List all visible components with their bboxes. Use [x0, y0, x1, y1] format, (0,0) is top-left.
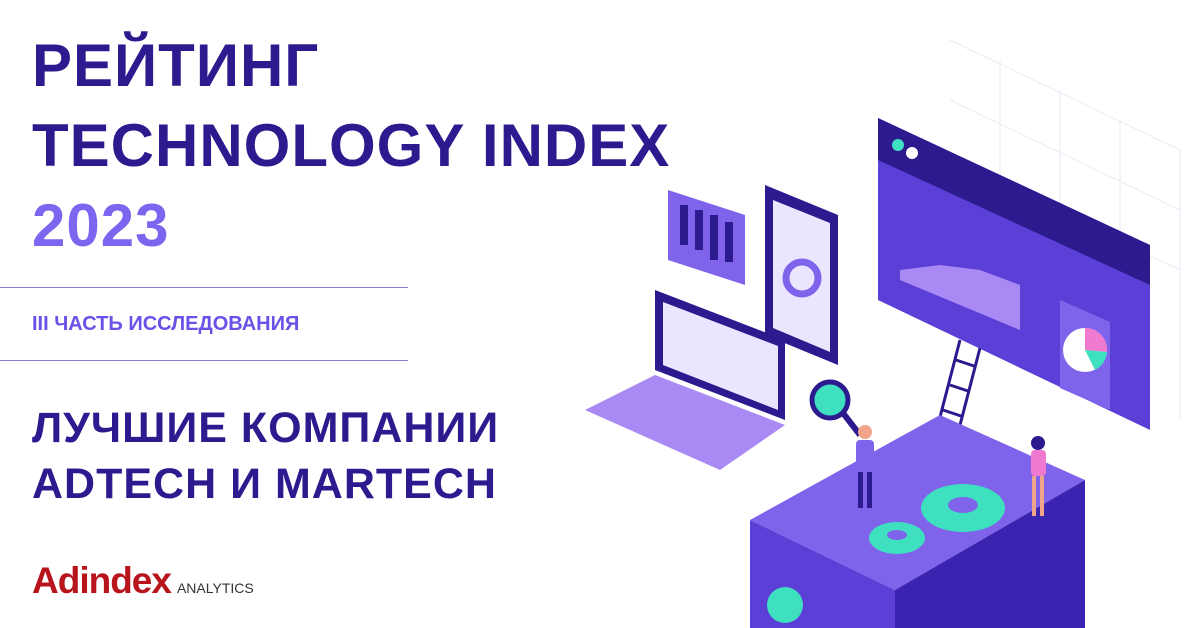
headline-line-2: TECHNOLOGY INDEX — [32, 112, 671, 179]
tablet-icon — [765, 185, 838, 365]
isometric-illustration — [585, 39, 1181, 628]
bar-chart-panel-icon — [668, 190, 745, 285]
adindex-logo: Adindex ANALYTICS — [32, 560, 254, 602]
magnifier-icon — [809, 379, 863, 437]
laptop-icon — [585, 290, 785, 470]
logo-suffix: ANALYTICS — [176, 580, 254, 596]
gear-icon — [869, 484, 1005, 554]
logo-brand: Adindex — [32, 560, 172, 601]
headline-year: 2023 — [32, 192, 170, 259]
subtitle-line-1: ЛУЧШИЕ КОМПАНИИ — [32, 404, 500, 452]
divider-bottom — [0, 360, 408, 361]
platform-cube — [750, 415, 1085, 628]
subtitle: ЛУЧШИЕ КОМПАНИИ ADTECH И MARTECH — [32, 400, 499, 512]
headline-line-1: РЕЙТИНГ — [32, 32, 320, 99]
divider-top — [0, 287, 408, 288]
ladder-icon — [930, 339, 982, 457]
dashboard-screen-icon — [878, 118, 1150, 430]
person-man-icon — [856, 425, 874, 508]
subtitle-line-2: ADTECH И MARTECH — [32, 460, 497, 508]
headline: РЕЙТИНГ TECHNOLOGY INDEX 2023 — [32, 26, 670, 266]
person-woman-icon — [1031, 436, 1046, 516]
part-label: III ЧАСТЬ ИССЛЕДОВАНИЯ — [32, 313, 300, 335]
